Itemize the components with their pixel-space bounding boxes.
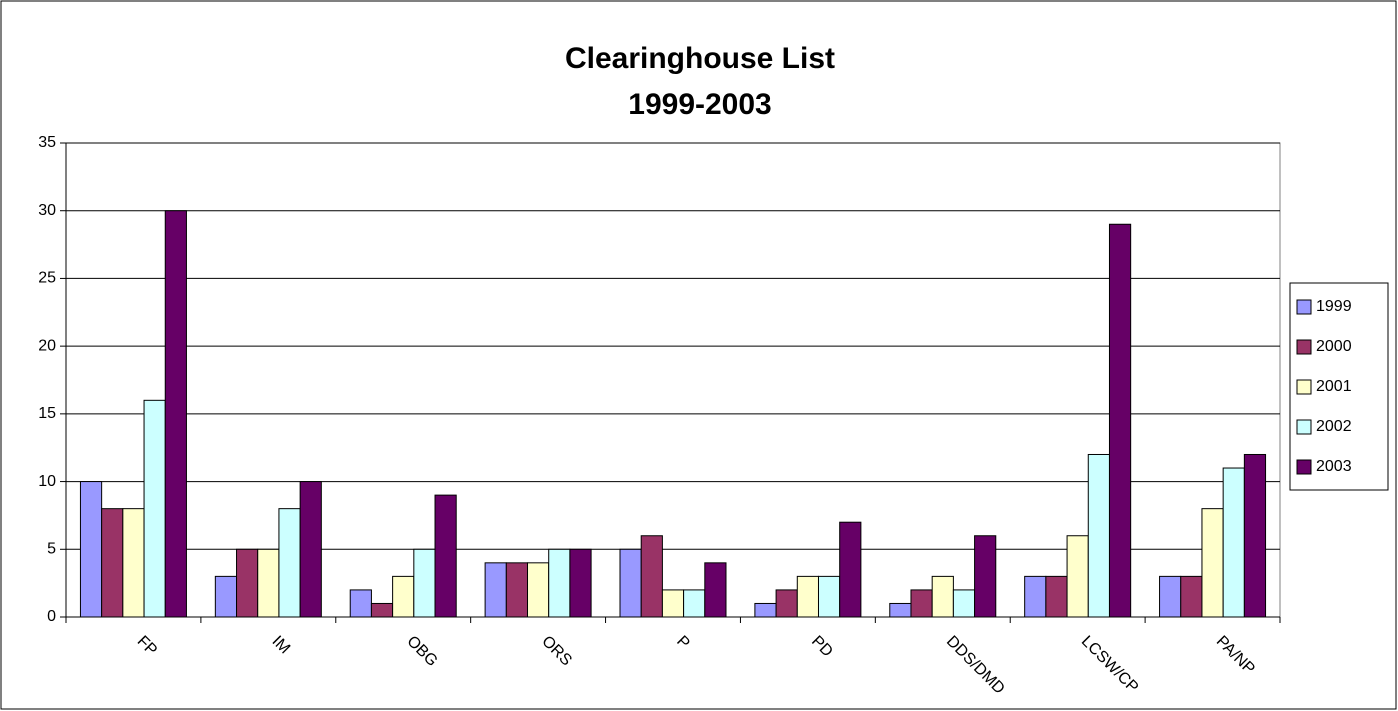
- y-tick-label: 0: [47, 608, 56, 625]
- bar: [484, 562, 507, 618]
- bar: [143, 399, 166, 618]
- bar: [548, 548, 571, 618]
- bar: [619, 548, 642, 618]
- bar: [1201, 508, 1224, 618]
- bar: [122, 508, 145, 618]
- legend-swatch: [1296, 299, 1312, 315]
- y-tick-label: 20: [38, 337, 56, 354]
- bar: [931, 575, 954, 618]
- bar: [1066, 535, 1089, 618]
- y-tick-label: 30: [38, 202, 56, 219]
- bar: [1045, 575, 1068, 618]
- legend-label: 1999: [1316, 298, 1352, 315]
- y-tick-label: 35: [38, 134, 56, 151]
- bar: [236, 548, 259, 618]
- bar: [413, 548, 436, 618]
- bar: [1024, 575, 1047, 618]
- bar: [214, 575, 238, 618]
- bar: [910, 589, 933, 618]
- bar: [1087, 453, 1110, 618]
- bar: [1243, 453, 1267, 618]
- bar: [370, 602, 394, 618]
- bar: [101, 508, 124, 618]
- bar: [569, 548, 592, 618]
- bar: [661, 589, 685, 618]
- y-tick-label: 10: [38, 473, 56, 490]
- bar: [754, 602, 777, 618]
- bar: [299, 481, 322, 618]
- legend-swatch: [1296, 339, 1312, 355]
- bar: [257, 548, 280, 618]
- legend-swatch: [1296, 419, 1312, 435]
- bar: [683, 589, 706, 618]
- legend-label: 2000: [1316, 338, 1352, 355]
- legend-label: 2002: [1316, 418, 1352, 435]
- bar: [775, 589, 798, 618]
- bar: [889, 602, 912, 618]
- bar: [278, 508, 301, 618]
- chart-subtitle: 1999-2003: [628, 88, 771, 121]
- bar: [952, 589, 976, 618]
- bar: [1180, 575, 1203, 618]
- bar: [79, 481, 103, 618]
- bar: [817, 575, 841, 618]
- bar: [704, 562, 727, 618]
- y-tick-label: 15: [38, 405, 56, 422]
- legend-label: 2003: [1316, 458, 1352, 475]
- bar: [974, 535, 997, 618]
- bar: [796, 575, 819, 618]
- legend-swatch: [1296, 459, 1312, 475]
- chart-title: Clearinghouse List: [565, 42, 835, 75]
- bar: [392, 575, 415, 618]
- legend-label: 2001: [1316, 378, 1352, 395]
- bar: [434, 494, 457, 618]
- bar: [1108, 223, 1132, 618]
- bar: [640, 535, 663, 618]
- bar: [1222, 467, 1245, 618]
- bar: [164, 210, 187, 618]
- bar: [505, 562, 529, 618]
- bar: [839, 521, 862, 618]
- legend-swatch: [1296, 379, 1312, 395]
- bar: [527, 562, 550, 618]
- bar: [349, 589, 372, 618]
- y-tick-label: 5: [47, 541, 56, 558]
- bar: [1159, 575, 1182, 618]
- y-tick-label: 25: [38, 270, 56, 287]
